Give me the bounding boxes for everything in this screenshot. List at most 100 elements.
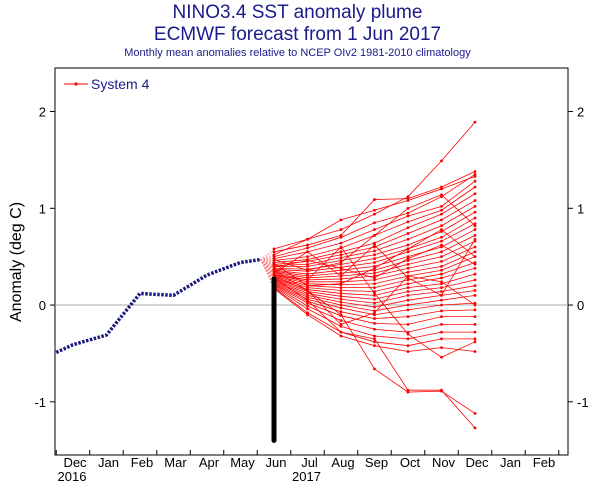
member-point [406, 237, 410, 241]
member-point [406, 199, 410, 202]
member-point [306, 255, 309, 259]
x-year-label: 2016 [58, 469, 87, 484]
member-point [406, 226, 410, 230]
member-point [473, 261, 477, 264]
member-point [373, 367, 376, 371]
x-tick-label: Jul [301, 455, 318, 470]
chart-subtitle: ECMWF forecast from 1 Jun 2017 [153, 24, 442, 45]
y-tick-label: 2 [39, 105, 46, 120]
member-point [373, 305, 376, 309]
y-tick-label-right: 1 [577, 201, 584, 216]
member-point [406, 388, 410, 392]
member-point [473, 250, 477, 254]
member-point [272, 262, 276, 265]
x-tick-label: Oct [400, 455, 421, 470]
member-point [373, 221, 376, 225]
member-point [373, 340, 376, 344]
member-point [406, 322, 410, 326]
member-point [440, 303, 443, 307]
member-point [339, 294, 343, 298]
member-point [473, 224, 477, 228]
member-point [306, 268, 309, 272]
member-point [473, 185, 477, 189]
member-point [440, 264, 443, 268]
member-point [473, 289, 477, 292]
member-point [373, 261, 376, 264]
member-point [406, 278, 410, 282]
member-point [373, 327, 376, 331]
member-lead-in [260, 259, 275, 261]
member-point [373, 334, 376, 338]
member-point [473, 426, 477, 430]
member-point [306, 313, 309, 317]
x-tick-label: Jun [266, 455, 287, 470]
member-point [473, 170, 477, 173]
member-point [339, 253, 343, 257]
member-point [440, 208, 443, 212]
member-point [339, 322, 343, 326]
member-point [440, 298, 443, 302]
member-point [306, 304, 309, 308]
member-point [473, 322, 477, 326]
member-point [440, 268, 443, 272]
member-point [306, 295, 309, 299]
member-point [373, 276, 376, 280]
member-point [473, 266, 477, 270]
y-axis-label: Anomaly (deg C) [8, 202, 25, 322]
legend-marker [74, 82, 78, 86]
member-point [272, 273, 276, 277]
y-tick-label: 0 [39, 298, 46, 313]
member-point [306, 243, 309, 247]
member-point [473, 174, 477, 178]
member-point [406, 390, 410, 394]
member-point [373, 228, 376, 231]
member-point [373, 271, 376, 275]
member-point [473, 179, 477, 183]
member-point [473, 301, 477, 305]
member-point [373, 311, 376, 315]
plot-frame [54, 67, 569, 456]
member-point [272, 250, 276, 254]
legend-label: System 4 [91, 76, 150, 92]
member-point [339, 306, 343, 310]
member-point [373, 292, 376, 295]
member-point [440, 239, 443, 243]
member-point [306, 246, 309, 250]
member-point [406, 344, 410, 348]
member-point [406, 257, 410, 260]
member-point [306, 293, 309, 297]
member-point [373, 337, 376, 341]
member-lead-in [260, 259, 275, 276]
y-tick-label: 1 [39, 201, 46, 216]
member-point [440, 286, 443, 290]
member-point [473, 303, 477, 307]
member-point [306, 250, 309, 254]
member-point [339, 303, 343, 307]
x-tick-label: Sep [365, 455, 388, 470]
member-point [339, 274, 343, 278]
member-point [440, 195, 443, 199]
member-lead-in [260, 259, 275, 267]
member-point [406, 263, 410, 266]
x-tick-label: Feb [131, 455, 153, 470]
member-point [440, 245, 443, 249]
member-point [339, 330, 343, 334]
member-point [306, 237, 309, 241]
member-point [406, 298, 410, 302]
member-point [373, 313, 376, 317]
member-lead-in [260, 259, 275, 266]
member-point [440, 309, 443, 313]
member-point [306, 289, 309, 292]
member-point [440, 230, 443, 233]
member-point [473, 222, 477, 226]
member-lead-in [260, 256, 275, 260]
y-tick-label: -1 [34, 395, 46, 410]
x-tick-label: May [230, 455, 255, 470]
member-point [440, 276, 443, 280]
member-lead-in [260, 259, 275, 289]
member-point [440, 235, 443, 239]
member-point [473, 228, 477, 231]
member-point [406, 214, 410, 218]
member-point [272, 255, 276, 259]
member-lead-in [260, 259, 275, 265]
